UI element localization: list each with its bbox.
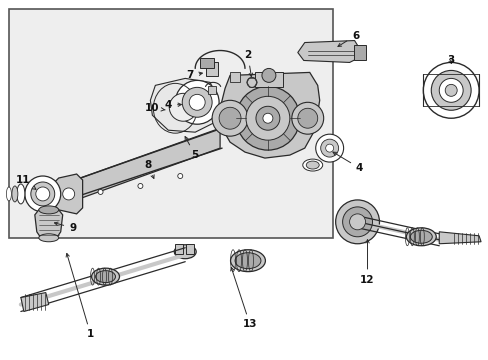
Bar: [175, 244, 183, 254]
Text: 4: 4: [332, 152, 363, 173]
Circle shape: [219, 107, 241, 129]
Text: 11: 11: [16, 175, 36, 189]
Circle shape: [25, 176, 61, 212]
Polygon shape: [438, 232, 480, 244]
Bar: [200, 58, 214, 68]
Polygon shape: [297, 41, 359, 62]
Circle shape: [31, 182, 55, 206]
Bar: [229, 72, 240, 82]
Ellipse shape: [409, 230, 431, 243]
Circle shape: [423, 62, 478, 118]
Text: 2: 2: [244, 50, 252, 77]
Circle shape: [246, 77, 256, 87]
Polygon shape: [21, 293, 49, 311]
Circle shape: [263, 113, 272, 123]
Ellipse shape: [230, 250, 265, 272]
Bar: [9, 9, 332, 238]
Text: 9: 9: [54, 222, 76, 233]
Ellipse shape: [174, 245, 196, 259]
Ellipse shape: [302, 159, 322, 171]
Ellipse shape: [17, 184, 25, 204]
Circle shape: [255, 106, 279, 130]
Polygon shape: [61, 128, 220, 202]
Polygon shape: [35, 210, 62, 238]
Text: 3: 3: [447, 55, 454, 66]
Polygon shape: [220, 72, 319, 158]
Circle shape: [36, 187, 50, 201]
Text: 4: 4: [164, 100, 181, 110]
Circle shape: [438, 78, 462, 102]
Circle shape: [349, 214, 365, 230]
Bar: [186, 244, 194, 254]
Circle shape: [444, 84, 456, 96]
Circle shape: [342, 207, 372, 237]
Ellipse shape: [305, 161, 319, 169]
Circle shape: [430, 71, 470, 110]
Ellipse shape: [6, 187, 11, 201]
Circle shape: [182, 87, 212, 117]
Text: 12: 12: [360, 240, 374, 285]
Ellipse shape: [235, 253, 261, 269]
Circle shape: [138, 184, 142, 189]
Bar: [353, 45, 365, 60]
Text: 10: 10: [145, 103, 165, 113]
Ellipse shape: [95, 271, 115, 283]
Ellipse shape: [12, 186, 18, 202]
Circle shape: [325, 144, 333, 152]
Ellipse shape: [91, 268, 119, 285]
Ellipse shape: [39, 234, 59, 242]
Text: 8: 8: [144, 160, 154, 179]
Text: 13: 13: [230, 267, 257, 329]
Circle shape: [320, 139, 338, 157]
Circle shape: [189, 94, 205, 110]
Circle shape: [297, 108, 317, 128]
Ellipse shape: [406, 228, 435, 246]
Circle shape: [175, 80, 219, 124]
Circle shape: [236, 86, 299, 150]
Ellipse shape: [39, 206, 59, 214]
Text: 7: 7: [186, 71, 202, 80]
Circle shape: [315, 134, 343, 162]
Circle shape: [335, 200, 379, 244]
Polygon shape: [150, 78, 218, 132]
Circle shape: [169, 93, 197, 121]
Bar: [208, 86, 216, 94]
Circle shape: [178, 174, 183, 179]
Circle shape: [291, 102, 323, 134]
Circle shape: [262, 68, 275, 82]
Text: 6: 6: [337, 31, 359, 46]
Bar: [254, 72, 282, 87]
Text: 5: 5: [185, 136, 199, 160]
Circle shape: [62, 188, 75, 200]
Circle shape: [212, 100, 247, 136]
Circle shape: [98, 189, 103, 194]
Polygon shape: [53, 174, 82, 214]
Circle shape: [245, 96, 289, 140]
Text: 1: 1: [66, 253, 94, 339]
Bar: [206, 62, 218, 76]
